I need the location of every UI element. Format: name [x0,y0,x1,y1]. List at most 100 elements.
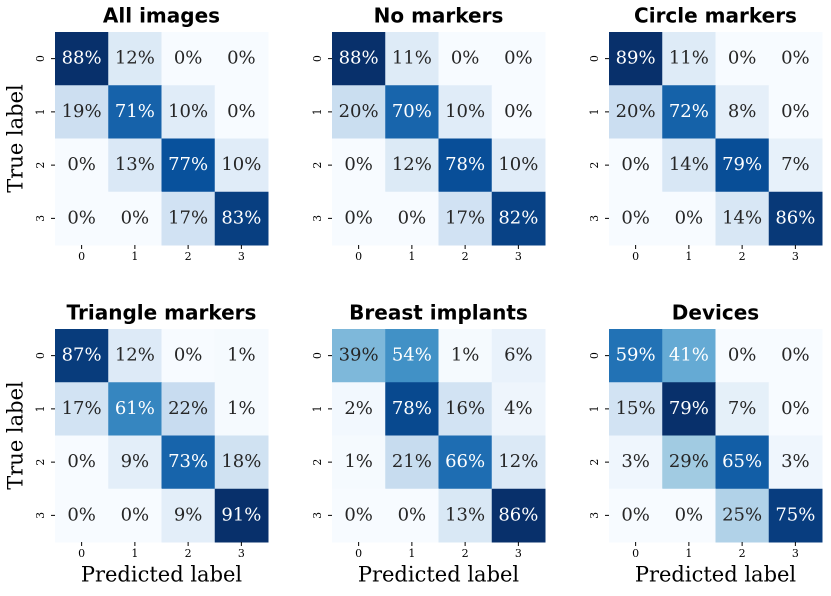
cell [385,382,439,436]
cell [609,488,663,543]
y-tick-label: 1 [311,405,324,412]
cell-label: 13% [445,504,485,525]
cell [715,138,770,193]
cell [161,382,216,436]
cell [438,191,493,246]
cell-label: 0% [781,48,810,69]
x-tick-label: 1 [408,250,415,263]
cell [715,382,770,436]
y-tick-label: 2 [588,162,601,169]
cell [161,138,216,193]
x-tick-label: 0 [355,250,362,263]
cell [161,32,216,86]
cell [161,488,216,543]
y-tick-label: 2 [34,459,47,466]
cell [214,382,269,436]
cell-label: 0% [67,154,96,175]
cell-label: 88% [339,48,379,69]
cell [609,191,663,246]
cell-label: 7% [781,154,810,175]
cell [662,382,716,436]
cell-label: 0% [451,48,480,69]
cell-label: 0% [227,48,256,69]
chart-title: No markers [374,4,504,28]
cell-label: 0% [67,207,96,228]
x-tick-label: 3 [792,547,799,560]
cell-label: 20% [339,101,379,122]
cell-label: 7% [728,398,757,419]
cell [55,85,109,139]
x-tick-label: 2 [739,250,746,263]
cell [161,191,216,246]
cell-label: 18% [221,451,261,472]
x-tick-label: 0 [78,547,85,560]
cell-label: 82% [498,207,538,228]
x-tick-label: 0 [78,250,85,263]
cell-label: 88% [62,48,102,69]
cell [385,329,439,383]
cell [438,435,493,490]
cell [438,488,493,543]
cell-label: 12% [115,48,155,69]
cell [768,329,823,383]
cell [55,488,109,543]
cell-label: 83% [221,207,261,228]
cell [385,32,439,86]
cell [438,329,493,383]
cell-label: 13% [115,154,155,175]
y-tick-label: 1 [588,405,601,412]
cell-label: 14% [669,154,709,175]
cell-label: 0% [174,48,203,69]
y-tick-label: 0 [311,55,324,62]
y-tick-label: 3 [588,512,601,519]
cell [662,191,716,246]
cell [438,382,493,436]
y-tick-label: 1 [34,405,47,412]
cell-label: 78% [445,154,485,175]
cell-label: 10% [168,101,208,122]
cell [161,435,216,490]
cell [768,138,823,193]
cell [214,85,269,139]
cell [609,32,663,86]
cell-label: 86% [498,504,538,525]
cell-label: 29% [669,451,709,472]
x-axis-label: Predicted label [81,563,243,587]
cell [385,191,439,246]
cell-label: 0% [504,48,533,69]
y-tick-label: 1 [311,108,324,115]
cell-label: 10% [221,154,261,175]
cell-label: 0% [675,504,704,525]
cell [214,32,269,86]
cell [609,138,663,193]
cell-label: 0% [398,504,427,525]
cell [108,32,162,86]
x-tick-label: 3 [238,250,245,263]
cell-label: 1% [344,451,373,472]
x-tick-label: 2 [185,250,192,263]
cell [332,32,386,86]
x-tick-label: 3 [792,250,799,263]
x-tick-label: 0 [632,250,639,263]
cell [108,329,162,383]
cell-label: 0% [728,48,757,69]
x-tick-label: 1 [131,250,138,263]
y-tick-label: 2 [311,162,324,169]
cell [55,138,109,193]
cell-label: 0% [121,504,150,525]
cell-label: 0% [621,154,650,175]
cell [332,85,386,139]
cell [491,435,546,490]
y-tick-label: 0 [588,352,601,359]
cell-label: 71% [115,101,155,122]
cell-label: 0% [67,451,96,472]
cell-label: 6% [504,345,533,366]
x-tick-label: 0 [355,547,362,560]
y-tick-label: 0 [34,55,47,62]
cell-label: 12% [392,154,432,175]
cell-label: 3% [781,451,810,472]
cell-label: 3% [621,451,650,472]
cell [108,488,162,543]
